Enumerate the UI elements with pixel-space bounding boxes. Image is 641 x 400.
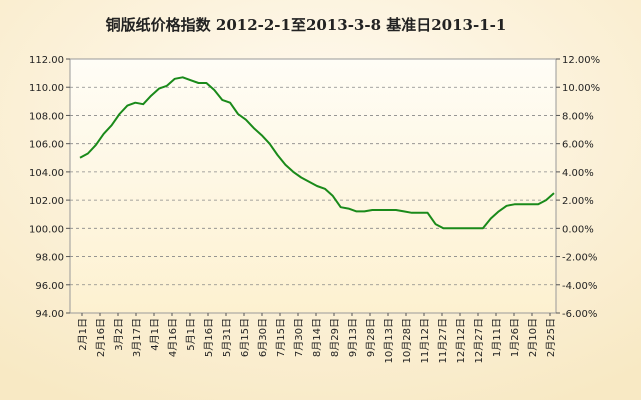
y2-tick-label: 10.00% [562, 83, 600, 94]
y-tick-label: 96.00 [35, 281, 64, 292]
y-tick-label: 102.00 [29, 196, 64, 207]
x-tick-label: 5月31日 [221, 318, 233, 357]
x-tick-label: 2月1日 [77, 318, 89, 351]
x-tick-label: 5月16日 [203, 318, 215, 357]
y2-tick-label: 2.00% [562, 196, 594, 207]
y2-tick-label: 4.00% [562, 168, 594, 179]
x-tick-label: 2月16日 [95, 318, 107, 357]
x-tick-label: 11月12日 [419, 318, 431, 363]
plot-area [69, 58, 557, 314]
x-tick-label: 6月15日 [239, 318, 251, 357]
y2-tick-label: 6.00% [562, 140, 594, 151]
x-tick-label: 2月25日 [545, 318, 557, 357]
x-tick-label: 12月27日 [473, 318, 485, 363]
y2-tick-label: 0.00% [562, 224, 594, 235]
x-axis: 2月1日 2月16日 3月2日 3月17日 4月1日 4月16日 5月1日 5月16日 5月31… [77, 313, 557, 363]
y-tick-label: 94.00 [35, 309, 64, 320]
x-tick-label: 5月1日 [185, 318, 197, 351]
right-axis: -6.00% -4.00% -2.00% 0.00% 2.00% 4.00% 6.00% 8.… [556, 55, 600, 320]
series-line [79, 76, 555, 230]
x-tick-label: 9月13日 [347, 318, 359, 357]
y-tick-label: 108.00 [29, 111, 64, 122]
series-layer [79, 76, 555, 230]
y-tick-label: 100.00 [29, 224, 64, 235]
x-tick-label: 4月1日 [149, 318, 161, 351]
y-tick-label: 112.00 [29, 55, 64, 66]
y-tick-label: 106.00 [29, 140, 64, 151]
x-tick-label: 4月16日 [167, 318, 179, 357]
y2-tick-label: -4.00% [562, 281, 597, 292]
x-tick-label: 7月15日 [275, 318, 287, 357]
x-tick-label: 10月28日 [401, 318, 413, 363]
x-tick-label: 10月13日 [383, 318, 395, 363]
x-tick-label: 8月29日 [329, 318, 341, 357]
chart-title: 铜版纸价格指数 2012-2-1至2013-3-8 基准日2013-1-1 [106, 16, 507, 34]
y-tick-label: 104.00 [29, 168, 64, 179]
x-tick-label: 11月27日 [437, 318, 449, 363]
x-tick-label: 8月14日 [311, 318, 323, 357]
x-tick-label: 9月28日 [365, 318, 377, 357]
x-tick-label: 12月12日 [455, 318, 467, 363]
x-tick-label: 6月30日 [257, 318, 269, 357]
y2-tick-label: -6.00% [562, 309, 597, 320]
y2-tick-label: -2.00% [562, 253, 597, 264]
y-tick-label: 98.00 [35, 253, 64, 264]
x-tick-label: 2月10日 [527, 318, 539, 357]
x-tick-label: 1月26日 [509, 318, 521, 357]
x-tick-label: 1月11日 [491, 318, 503, 357]
y2-tick-label: 12.00% [562, 55, 600, 66]
y2-tick-label: 8.00% [562, 111, 594, 122]
x-tick-label: 7月30日 [293, 318, 305, 357]
left-axis: 94.00 96.00 98.00 100.00 102.00 104.00 106.00 1… [29, 55, 70, 320]
x-tick-label: 3月17日 [131, 318, 143, 357]
y-tick-label: 110.00 [29, 83, 64, 94]
x-tick-label: 3月2日 [113, 318, 125, 351]
grid-lines [70, 86, 556, 286]
